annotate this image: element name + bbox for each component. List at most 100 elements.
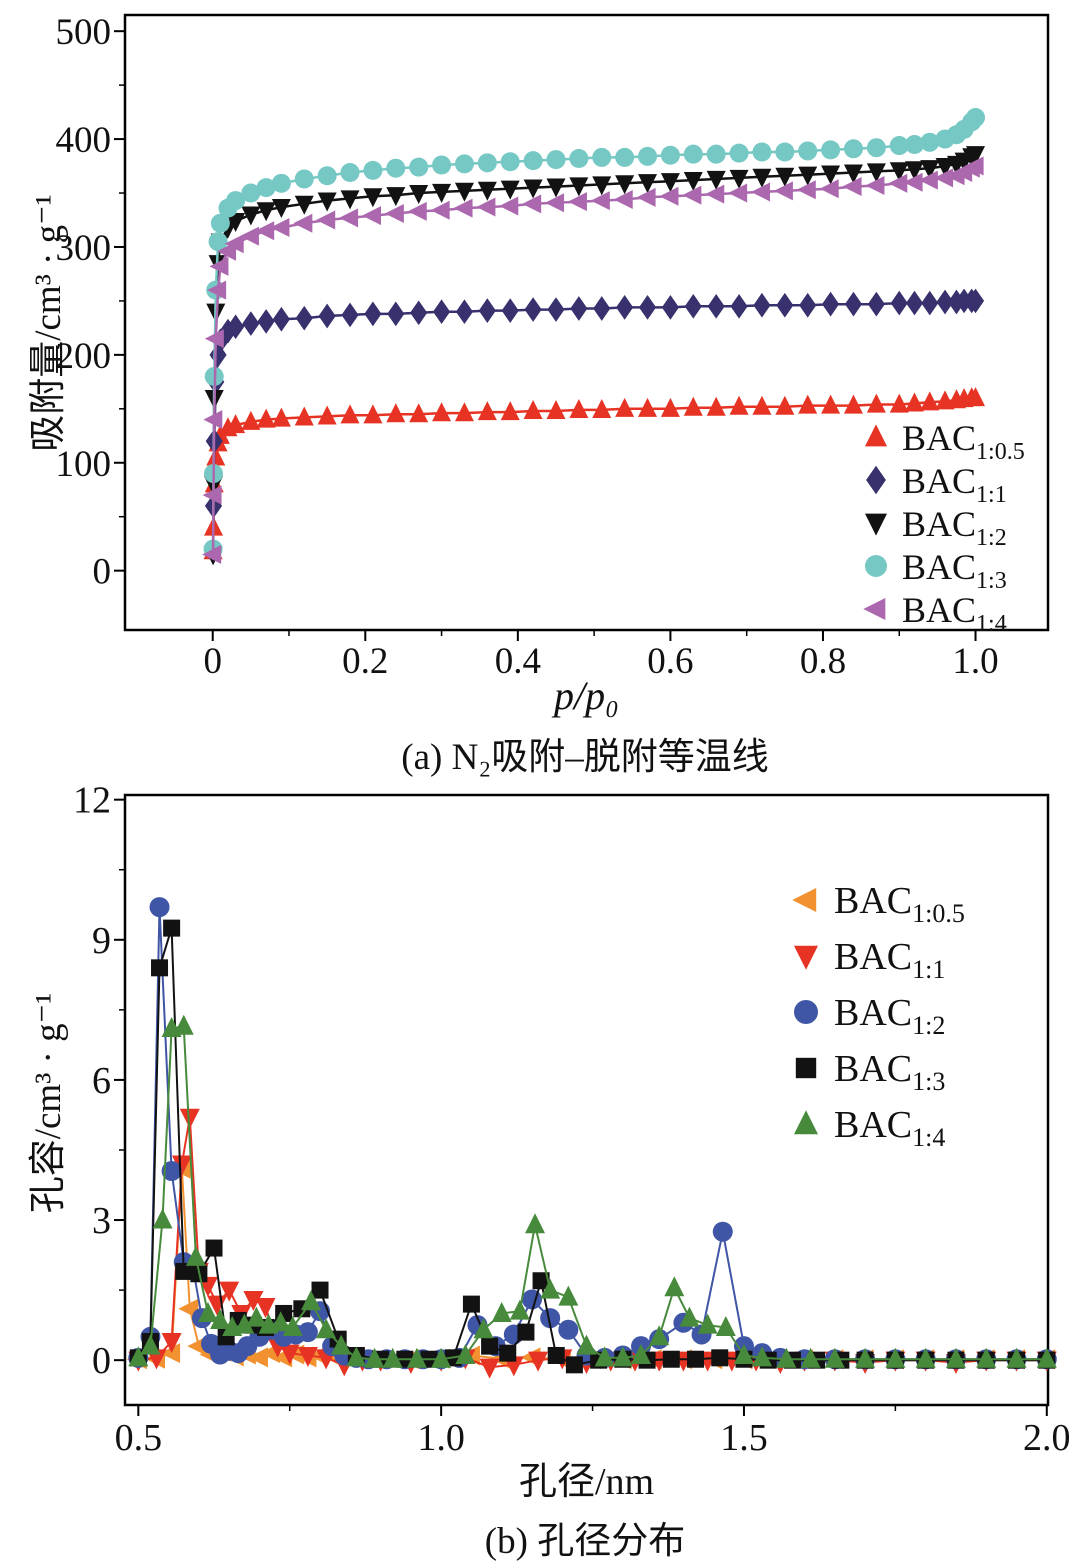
series-marker <box>297 1322 318 1343</box>
series-marker <box>649 1325 670 1346</box>
series-marker <box>255 221 275 241</box>
series-marker <box>966 387 986 407</box>
series-marker <box>866 163 886 183</box>
series-marker <box>226 414 246 434</box>
series-marker <box>569 149 589 168</box>
series-marker <box>431 1347 452 1368</box>
series-marker <box>481 1337 499 1355</box>
series-marker <box>171 1155 192 1176</box>
series-marker <box>576 1334 597 1355</box>
series-marker <box>409 403 429 423</box>
plot-border-psd <box>123 793 1050 1407</box>
series-marker <box>706 396 726 416</box>
series-marker <box>822 291 840 317</box>
series-marker <box>524 297 542 322</box>
series-marker <box>660 145 680 165</box>
series-marker <box>545 193 565 213</box>
series-marker <box>317 192 337 212</box>
series-BAC1:0.5 <box>203 387 986 560</box>
series-marker <box>272 306 290 332</box>
series-marker <box>660 173 680 193</box>
series-marker <box>455 1343 476 1364</box>
series-marker <box>477 401 497 421</box>
series-marker <box>209 256 229 276</box>
series-marker <box>715 1315 736 1336</box>
legend-marker-BAC1:3 <box>865 555 887 577</box>
x-tick-label: 1.5 <box>720 1417 768 1459</box>
series-marker <box>361 206 381 226</box>
series-marker <box>317 166 337 186</box>
series-marker <box>540 1278 561 1299</box>
legend-marker-BAC1:0.5 <box>792 888 817 912</box>
series-marker <box>517 1323 535 1341</box>
series-marker <box>409 157 429 177</box>
series-marker <box>522 194 542 214</box>
series-marker <box>594 1346 615 1367</box>
x-tick-label: 0.6 <box>647 641 693 682</box>
series-marker <box>888 173 908 193</box>
series-marker <box>432 155 452 175</box>
series-marker <box>687 1350 705 1368</box>
series-marker <box>241 410 261 430</box>
series-marker <box>638 174 658 194</box>
x-tick-label: 0.2 <box>342 641 388 682</box>
series-marker <box>318 303 336 329</box>
series-marker <box>179 1108 200 1129</box>
series-marker <box>454 402 474 422</box>
series-marker <box>293 213 313 233</box>
series-marker <box>752 142 772 162</box>
series-marker <box>294 195 314 215</box>
plot-border-isotherm <box>123 13 1050 632</box>
series-marker <box>905 134 925 154</box>
series-marker <box>824 1347 845 1368</box>
series-marker <box>161 1332 182 1353</box>
axes-isotherm: 0 0.2 0.4 0.6 0.8 1.0 0 100 200 300 400 500 <box>56 12 999 682</box>
series-marker <box>570 296 588 321</box>
x-tick-label: 1.0 <box>952 641 998 682</box>
y-tick-label: 400 <box>56 120 112 161</box>
x-tick-label: 0.4 <box>495 641 541 682</box>
series-marker <box>613 190 633 209</box>
x-tick-label: 1.0 <box>417 1417 465 1459</box>
series-marker <box>615 397 635 417</box>
series-marker <box>499 196 519 216</box>
series-marker <box>903 172 923 192</box>
chart-b-pore-size-distribution: 0.5 1.0 1.5 2.0036912BAC1:0.5BAC1:1BAC1:2BA… <box>73 780 1071 1459</box>
series-marker <box>558 1319 579 1340</box>
series-marker <box>406 1347 427 1368</box>
series-marker <box>386 158 406 178</box>
series-marker <box>638 397 658 417</box>
series-marker <box>711 1349 729 1367</box>
axes-psd: 0.5 1.0 1.5 2.0 0 3 6 9 12 <box>73 780 1071 1459</box>
series-marker <box>889 162 909 182</box>
series-marker <box>243 1290 264 1311</box>
series-marker <box>453 198 473 218</box>
legend-marker-BAC1:1 <box>794 945 818 970</box>
series-marker <box>664 1276 685 1297</box>
series-marker <box>569 177 589 197</box>
series-marker <box>905 161 925 181</box>
series-marker <box>204 329 224 349</box>
series-marker <box>387 301 405 327</box>
series-marker <box>491 1301 512 1322</box>
series-marker <box>707 293 725 319</box>
series-marker <box>525 1213 546 1234</box>
x-tick-label: 0.5 <box>115 1417 163 1459</box>
series-marker <box>682 185 702 205</box>
series-marker <box>546 178 566 198</box>
series-marker <box>477 181 497 201</box>
series-marker <box>776 1347 797 1368</box>
series-marker <box>776 292 794 318</box>
series-BAC1:2 <box>203 146 986 566</box>
series-marker <box>499 1344 517 1362</box>
series-marker <box>462 1295 480 1313</box>
series-marker <box>966 288 985 314</box>
series-marker <box>364 301 382 327</box>
series-marker <box>631 1343 652 1364</box>
series-marker <box>202 544 222 564</box>
series-marker <box>528 1351 549 1372</box>
series-marker <box>547 297 565 322</box>
legend-label-BAC1:2: BAC1:2 <box>902 504 1007 551</box>
series-marker <box>905 392 925 412</box>
series-marker <box>565 1356 583 1374</box>
